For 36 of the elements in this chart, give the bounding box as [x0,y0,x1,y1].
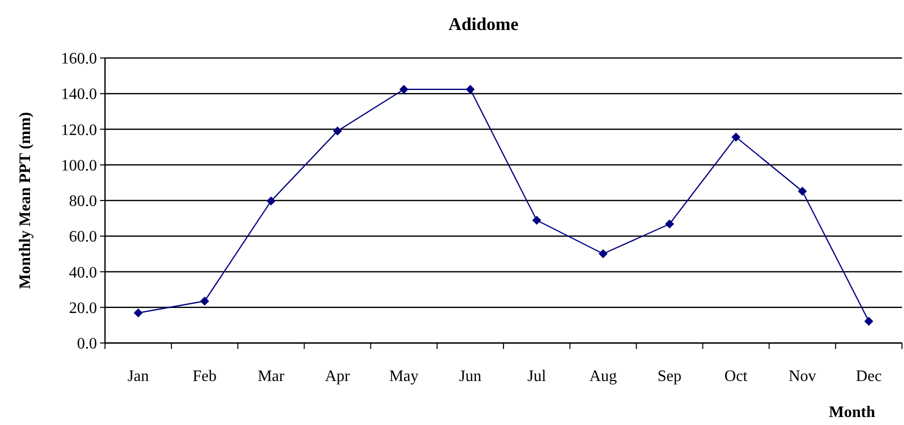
point [798,186,807,196]
x-tick-label: Aug [589,368,617,385]
point [864,316,874,326]
x-axis-title: Month [828,404,876,421]
x-tick-label: Jan [128,368,149,385]
y-tick-label: 100.0 [61,157,97,174]
y-tick-label: 40.0 [69,264,97,282]
point [665,220,674,229]
y-axis-title: Monthly Mean PPT (mm) [17,112,34,290]
x-tick-label: Jul [527,368,547,385]
y-tick-label: 160.0 [61,50,97,68]
point [332,126,342,136]
point [532,216,542,225]
y-tick-label: 80.0 [69,193,97,210]
x-tick-label: Nov [788,368,816,385]
point [466,84,475,94]
y-tick-label: 0.0 [77,336,97,353]
x-tick-label: Sep [658,368,682,385]
point [598,249,608,258]
y-tick-label: 60.0 [69,228,97,246]
x-tick-label: Apr [325,368,351,385]
point [134,308,143,318]
y-tick-label: 20.0 [69,300,97,317]
x-tick-label: May [389,368,419,385]
x-tick-label: Mar [258,368,286,385]
point [731,132,740,142]
y-tick-label: 120.0 [61,122,97,139]
x-tick-label: Feb [192,368,217,385]
point [399,84,408,94]
chart-title: Adidome [448,14,519,34]
point [200,296,210,306]
point [266,196,276,206]
x-tick-label: Dec [856,368,882,385]
y-tick-label: 140.0 [61,86,97,104]
x-tick-label: Jun [459,368,482,385]
x-tick-label: Oct [724,368,748,385]
